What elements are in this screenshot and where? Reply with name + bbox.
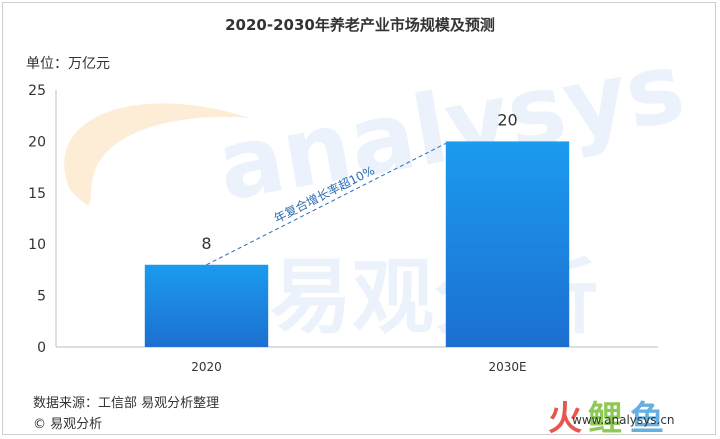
copyright-note: © 易观分析 (33, 417, 102, 432)
x-tick-label: 2030E (488, 360, 526, 374)
bars (144, 141, 570, 347)
corner-logo-glyphs: 火 (548, 399, 582, 439)
corner-logo-glyphs-2: 鲤 (588, 399, 622, 439)
data-label: 20 (497, 110, 517, 129)
y-tick-label: 20 (28, 134, 46, 150)
unit-label: 单位：万亿元 (26, 56, 110, 72)
y-tick-label: 5 (37, 289, 46, 305)
source-note: 数据来源：工信部 易观分析整理 (33, 396, 219, 411)
chart-frame (2, 2, 716, 435)
corner-logo-url: www.analysys.cn (572, 413, 675, 427)
data-labels: 8 20 (201, 110, 517, 252)
x-tick-label: 2020 (191, 360, 222, 374)
bar-2030e (445, 141, 570, 347)
watermark-swoosh (64, 103, 251, 205)
corner-logo-glyphs-3: 鱼 (630, 399, 664, 439)
y-tick-label: 25 (28, 83, 46, 99)
bar-2020 (144, 264, 269, 347)
y-ticks: 0 5 10 15 20 25 (28, 83, 46, 356)
corner-logo: 火 鲤 鱼 www.analysys.cn (548, 399, 675, 439)
y-tick-label: 15 (28, 186, 46, 202)
y-tick-label: 10 (28, 237, 46, 253)
chart-title: 2020-2030年养老产业市场规模及预测 (225, 16, 495, 34)
trend-line (206, 142, 447, 266)
data-label: 8 (201, 234, 211, 253)
x-ticks: 2020 2030E (191, 360, 526, 374)
y-tick-label: 0 (37, 340, 46, 356)
